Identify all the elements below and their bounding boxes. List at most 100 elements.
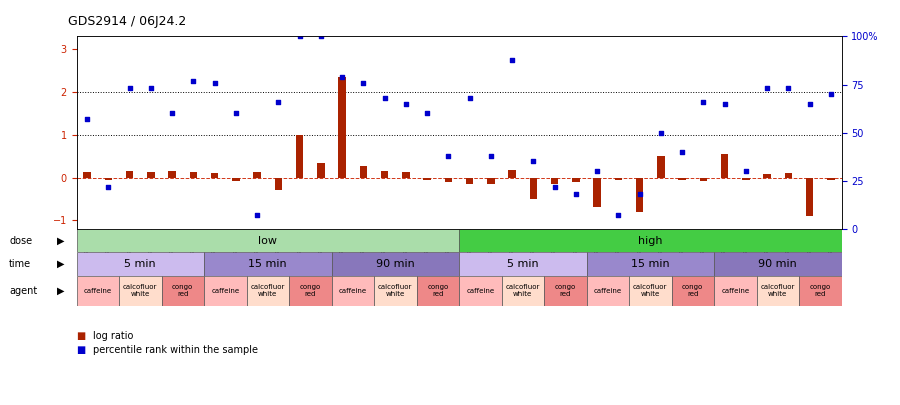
- Bar: [445, 177, 452, 182]
- Text: congo
red: congo red: [300, 284, 321, 297]
- Bar: [254, 173, 261, 177]
- Text: calcofluor
white: calcofluor white: [378, 284, 412, 297]
- Bar: [417, 276, 459, 306]
- Bar: [721, 154, 728, 177]
- Bar: [119, 276, 161, 306]
- Bar: [331, 276, 374, 306]
- Text: calcofluor
white: calcofluor white: [506, 284, 540, 297]
- Point: [590, 168, 604, 174]
- Bar: [76, 252, 204, 276]
- Text: low: low: [258, 236, 277, 245]
- Point: [505, 56, 519, 63]
- Text: ▶: ▶: [57, 286, 64, 296]
- Text: ■: ■: [76, 331, 86, 341]
- Point: [463, 95, 477, 101]
- Point: [803, 100, 817, 107]
- Point: [292, 33, 307, 40]
- Bar: [615, 177, 622, 180]
- Point: [165, 110, 179, 117]
- Point: [250, 212, 265, 219]
- Bar: [84, 172, 91, 177]
- Point: [207, 79, 221, 86]
- Point: [483, 152, 498, 159]
- Bar: [742, 177, 750, 180]
- Point: [697, 98, 711, 105]
- Text: dose: dose: [9, 236, 32, 245]
- Text: GDS2914 / 06J24.2: GDS2914 / 06J24.2: [68, 15, 185, 28]
- Point: [717, 100, 732, 107]
- Text: congo
red: congo red: [554, 284, 576, 297]
- Bar: [508, 170, 516, 177]
- Text: caffeine: caffeine: [84, 288, 112, 294]
- Point: [441, 152, 455, 159]
- Point: [526, 158, 541, 165]
- Text: 15 min: 15 min: [248, 259, 287, 269]
- Point: [229, 110, 243, 117]
- Text: 5 min: 5 min: [124, 259, 156, 269]
- Point: [781, 85, 796, 92]
- Point: [675, 149, 689, 155]
- Text: caffeine: caffeine: [338, 288, 367, 294]
- Bar: [763, 174, 770, 177]
- Text: 15 min: 15 min: [631, 259, 670, 269]
- Text: calcofluor
white: calcofluor white: [633, 284, 668, 297]
- Text: 90 min: 90 min: [376, 259, 415, 269]
- Text: calcofluor
white: calcofluor white: [760, 284, 795, 297]
- Bar: [317, 162, 325, 177]
- Bar: [338, 77, 346, 177]
- Point: [122, 85, 137, 92]
- Bar: [402, 173, 410, 177]
- Bar: [204, 252, 331, 276]
- Point: [547, 183, 562, 190]
- Point: [377, 95, 392, 101]
- Bar: [827, 177, 834, 180]
- Text: ▶: ▶: [57, 236, 64, 245]
- Text: congo
red: congo red: [172, 284, 194, 297]
- Text: ■: ■: [76, 345, 86, 355]
- Point: [633, 191, 647, 198]
- Text: time: time: [9, 259, 32, 269]
- Text: congo
red: congo red: [810, 284, 831, 297]
- Text: congo
red: congo red: [428, 284, 448, 297]
- Bar: [190, 173, 197, 177]
- Point: [80, 116, 94, 122]
- Bar: [785, 173, 792, 177]
- Point: [420, 110, 435, 117]
- Bar: [331, 252, 459, 276]
- Point: [611, 212, 625, 219]
- Bar: [629, 276, 671, 306]
- Point: [356, 79, 371, 86]
- Text: caffeine: caffeine: [212, 288, 239, 294]
- Bar: [232, 177, 239, 181]
- Bar: [587, 252, 714, 276]
- Bar: [714, 252, 842, 276]
- Text: caffeine: caffeine: [466, 288, 494, 294]
- Bar: [274, 177, 282, 190]
- Bar: [381, 171, 388, 177]
- Bar: [104, 177, 112, 180]
- Bar: [572, 177, 580, 182]
- Bar: [126, 171, 133, 177]
- Bar: [587, 276, 629, 306]
- Bar: [799, 276, 842, 306]
- Bar: [168, 171, 176, 177]
- Bar: [806, 177, 814, 216]
- Bar: [459, 276, 501, 306]
- Bar: [161, 276, 204, 306]
- Bar: [714, 276, 757, 306]
- Bar: [657, 156, 664, 177]
- Bar: [360, 166, 367, 177]
- Bar: [423, 177, 431, 180]
- Text: 5 min: 5 min: [507, 259, 538, 269]
- Point: [399, 100, 413, 107]
- Bar: [204, 276, 247, 306]
- Bar: [487, 177, 495, 184]
- Text: agent: agent: [9, 286, 37, 296]
- Bar: [551, 177, 558, 184]
- Bar: [289, 276, 331, 306]
- Point: [739, 168, 753, 174]
- Bar: [459, 229, 842, 252]
- Point: [314, 33, 328, 40]
- Point: [144, 85, 158, 92]
- Bar: [459, 252, 587, 276]
